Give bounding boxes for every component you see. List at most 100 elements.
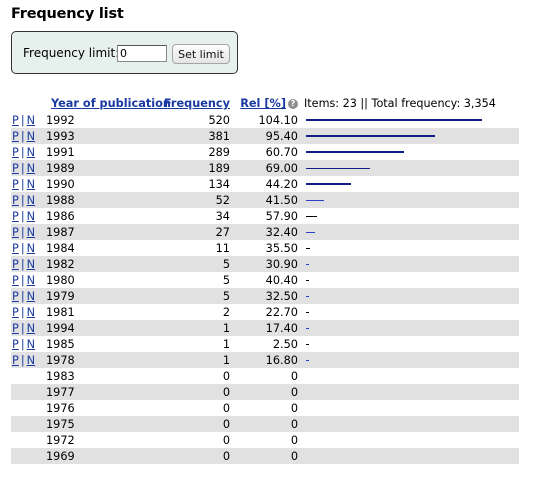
negative-filter-link[interactable]: N [26, 273, 36, 287]
pn-links [11, 368, 45, 384]
help-icon[interactable]: ? [288, 99, 298, 109]
bar-cell [298, 304, 519, 320]
rel-cell: 0 [290, 369, 298, 383]
bar-cell [298, 416, 519, 432]
frequency-limit-input[interactable] [117, 45, 167, 62]
positive-filter-link[interactable]: P [12, 353, 19, 367]
table-row: P | N 1978 1 16.80 [11, 352, 519, 368]
frequency-bar [306, 295, 309, 297]
year-cell: 1994 [45, 320, 110, 336]
negative-filter-link[interactable]: N [26, 113, 36, 127]
positive-filter-link[interactable]: P [12, 241, 19, 255]
sort-by-year-link[interactable]: Year of publication [51, 97, 171, 110]
table-row: P | N 1991 289 60.70 [11, 144, 519, 160]
negative-filter-link[interactable]: N [26, 193, 36, 207]
negative-filter-link[interactable]: N [26, 209, 36, 223]
page-title: Frequency list [11, 6, 124, 22]
positive-filter-link[interactable]: P [12, 129, 19, 143]
pn-links: P | N [11, 288, 45, 304]
positive-filter-link[interactable]: P [12, 193, 19, 207]
frequency-bar [306, 359, 309, 361]
pn-links: P | N [11, 336, 45, 352]
negative-filter-link[interactable]: N [26, 225, 36, 239]
table-row: 1977 0 0 [11, 384, 519, 400]
year-cell: 1972 [46, 433, 75, 447]
positive-filter-link[interactable]: P [12, 209, 19, 223]
frequency-bar [306, 343, 309, 345]
rel-cell: 35.50 [265, 241, 298, 255]
negative-filter-link[interactable]: N [26, 129, 36, 143]
link-separator: | [20, 129, 25, 143]
year-cell: 1976 [46, 401, 75, 415]
positive-filter-link[interactable]: P [12, 225, 19, 239]
link-separator: | [20, 289, 25, 303]
frequency-bar [306, 151, 404, 153]
rel-cell: 22.70 [265, 305, 298, 319]
rel-cell: 41.50 [233, 192, 298, 208]
frequency-cell: 5 [110, 288, 233, 304]
bar-cell [298, 160, 519, 176]
set-limit-button[interactable]: Set limit [172, 44, 230, 64]
rel-cell: 0 [290, 401, 298, 415]
year-cell: 1980 [46, 273, 75, 287]
positive-filter-link[interactable]: P [12, 161, 19, 175]
pn-links: P | N [11, 208, 45, 224]
link-separator: | [20, 145, 25, 159]
negative-filter-link[interactable]: N [26, 241, 36, 255]
bar-cell [298, 352, 519, 368]
frequency-bar [306, 135, 435, 137]
negative-filter-link[interactable]: N [26, 337, 36, 351]
sort-by-frequency-link[interactable]: Frequency [163, 97, 230, 110]
bar-cell [298, 272, 519, 288]
link-separator: | [20, 193, 25, 207]
positive-filter-link[interactable]: P [12, 113, 19, 127]
table-row: P | N 1986 34 57.90 [11, 208, 519, 224]
negative-filter-link[interactable]: N [26, 161, 36, 175]
bar-cell [298, 336, 519, 352]
positive-filter-link[interactable]: P [12, 273, 19, 287]
year-cell: 1988 [45, 192, 110, 208]
table-row: P | N 1980 5 40.40 [11, 272, 519, 288]
negative-filter-link[interactable]: N [26, 289, 36, 303]
positive-filter-link[interactable]: P [12, 289, 19, 303]
rel-cell: 95.40 [233, 128, 298, 144]
frequency-cell: 520 [208, 113, 230, 127]
sort-by-rel-link[interactable]: Rel [%] [240, 97, 286, 110]
positive-filter-link[interactable]: P [12, 257, 19, 271]
frequency-bar [306, 199, 324, 201]
frequency-cell: 381 [110, 128, 233, 144]
positive-filter-link[interactable]: P [12, 177, 19, 191]
bar-cell [298, 256, 519, 272]
frequency-bar [306, 183, 351, 185]
positive-filter-link[interactable]: P [12, 337, 19, 351]
negative-filter-link[interactable]: N [26, 305, 36, 319]
bar-cell [298, 288, 519, 304]
rel-cell: 32.50 [233, 288, 298, 304]
negative-filter-link[interactable]: N [26, 177, 36, 191]
frequency-limit-label: Frequency limit: [23, 46, 120, 60]
negative-filter-link[interactable]: N [26, 145, 36, 159]
year-cell: 1991 [46, 145, 75, 159]
bar-cell [298, 192, 519, 208]
table-row: P | N 1979 5 32.50 [11, 288, 519, 304]
frequency-cell: 1 [110, 352, 233, 368]
rel-cell: 0 [233, 448, 298, 464]
frequency-bar [306, 279, 309, 281]
positive-filter-link[interactable]: P [12, 145, 19, 159]
frequency-cell: 52 [110, 192, 233, 208]
negative-filter-link[interactable]: N [26, 321, 36, 335]
negative-filter-link[interactable]: N [26, 353, 36, 367]
year-cell: 1990 [46, 177, 75, 191]
pn-links: P | N [11, 224, 45, 240]
year-cell: 1981 [46, 305, 75, 319]
table-row: P | N 1989 189 69.00 [11, 160, 519, 176]
positive-filter-link[interactable]: P [12, 305, 19, 319]
negative-filter-link[interactable]: N [26, 257, 36, 271]
link-separator: | [20, 209, 25, 223]
year-cell: 1986 [46, 209, 75, 223]
positive-filter-link[interactable]: P [12, 321, 19, 335]
table-row: P | N 1982 5 30.90 [11, 256, 519, 272]
rel-cell: 57.90 [265, 209, 298, 223]
pn-links [11, 384, 45, 400]
rel-cell: 2.50 [272, 337, 298, 351]
